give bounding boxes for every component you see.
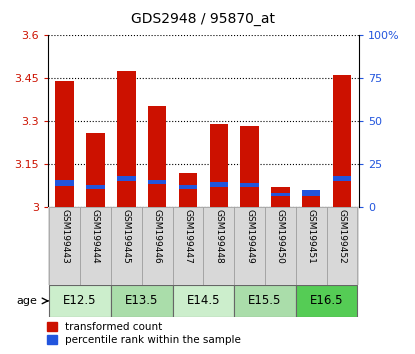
Bar xyxy=(234,285,296,317)
Text: GSM199448: GSM199448 xyxy=(214,210,223,264)
Text: GSM199446: GSM199446 xyxy=(153,210,161,264)
Bar xyxy=(265,207,296,285)
Text: E16.5: E16.5 xyxy=(310,295,343,307)
Bar xyxy=(117,71,136,207)
Text: GDS2948 / 95870_at: GDS2948 / 95870_at xyxy=(132,12,275,27)
Bar xyxy=(117,176,136,181)
Bar xyxy=(148,105,166,207)
Bar xyxy=(86,185,105,189)
Text: E13.5: E13.5 xyxy=(125,295,159,307)
Bar xyxy=(111,285,173,317)
Bar xyxy=(210,182,228,187)
Text: GSM199450: GSM199450 xyxy=(276,210,285,264)
Bar xyxy=(111,207,142,285)
Text: GSM199445: GSM199445 xyxy=(122,210,131,264)
Bar xyxy=(179,173,197,207)
Text: E12.5: E12.5 xyxy=(63,295,97,307)
Bar xyxy=(173,285,234,317)
Legend: transformed count, percentile rank within the sample: transformed count, percentile rank withi… xyxy=(47,322,242,345)
Text: GSM199449: GSM199449 xyxy=(245,210,254,264)
Bar xyxy=(327,207,357,285)
Bar xyxy=(240,126,259,207)
Bar xyxy=(86,133,105,207)
Bar xyxy=(49,285,111,317)
Text: GSM199451: GSM199451 xyxy=(307,210,316,264)
Bar xyxy=(271,187,290,207)
Bar xyxy=(49,207,80,285)
Bar xyxy=(56,181,74,185)
Bar xyxy=(173,207,203,285)
Text: GSM199447: GSM199447 xyxy=(183,210,193,264)
Bar xyxy=(56,81,74,207)
Bar xyxy=(148,179,166,184)
Text: E15.5: E15.5 xyxy=(248,295,282,307)
Text: E14.5: E14.5 xyxy=(187,295,220,307)
Text: GSM199452: GSM199452 xyxy=(337,210,347,264)
Bar xyxy=(333,176,351,181)
Bar xyxy=(234,207,265,285)
Bar xyxy=(210,124,228,207)
Bar xyxy=(203,207,234,285)
Bar xyxy=(179,185,197,189)
Bar xyxy=(240,183,259,187)
Bar xyxy=(333,75,351,207)
Bar xyxy=(271,193,290,196)
Text: GSM199444: GSM199444 xyxy=(91,210,100,264)
Bar xyxy=(80,207,111,285)
Text: age: age xyxy=(17,296,37,306)
Bar xyxy=(296,207,327,285)
Bar xyxy=(302,190,320,196)
Bar xyxy=(296,285,357,317)
Text: GSM199443: GSM199443 xyxy=(60,210,69,264)
Bar xyxy=(302,193,320,207)
Bar xyxy=(142,207,173,285)
